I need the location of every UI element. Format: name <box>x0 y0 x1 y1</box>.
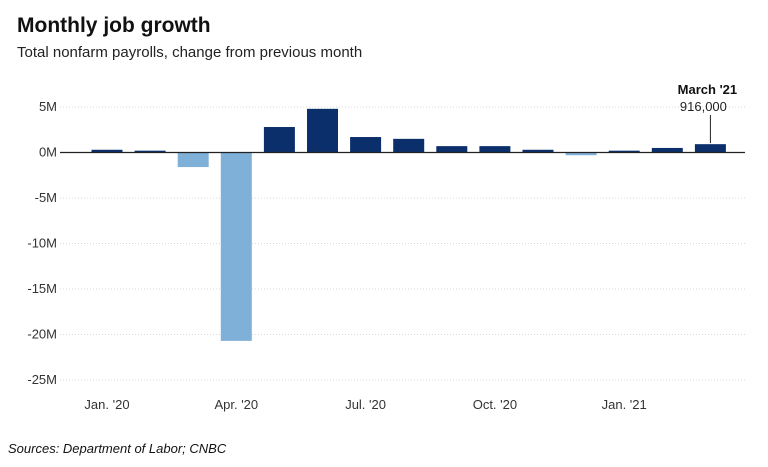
bar <box>436 146 468 153</box>
annotation-title: March '21 <box>678 82 737 97</box>
bar <box>134 150 166 153</box>
y-tick-label: -20M <box>27 327 57 342</box>
source-note: Sources: Department of Labor; CNBC <box>8 441 227 456</box>
bar <box>350 137 382 153</box>
bar <box>393 138 425 153</box>
chart-subtitle: Total nonfarm payrolls, change from prev… <box>17 44 363 61</box>
chart-title: Monthly job growth <box>17 14 211 37</box>
bar <box>91 149 123 153</box>
bar <box>608 150 640 153</box>
annotation-value: 916,000 <box>680 99 727 114</box>
bar <box>522 149 554 153</box>
x-tick-label: Apr. '20 <box>214 397 258 412</box>
bar <box>220 152 252 341</box>
y-tick-label: 5M <box>39 99 57 114</box>
x-tick-label: Jul. '20 <box>345 397 386 412</box>
x-tick-label: Jan. '20 <box>84 397 129 412</box>
bar <box>694 144 726 153</box>
bar <box>565 152 597 156</box>
y-tick-label: -5M <box>35 190 57 205</box>
bar <box>651 147 683 153</box>
bar <box>263 127 295 153</box>
bar <box>479 146 511 153</box>
x-tick-label: Jan. '21 <box>602 397 647 412</box>
bar <box>177 152 209 168</box>
y-tick-label: -10M <box>27 236 57 251</box>
x-tick-label: Oct. '20 <box>473 397 517 412</box>
bar <box>307 108 338 153</box>
y-tick-label: -15M <box>27 281 57 296</box>
y-tick-label: 0M <box>39 145 57 160</box>
y-tick-label: -25M <box>27 372 57 387</box>
